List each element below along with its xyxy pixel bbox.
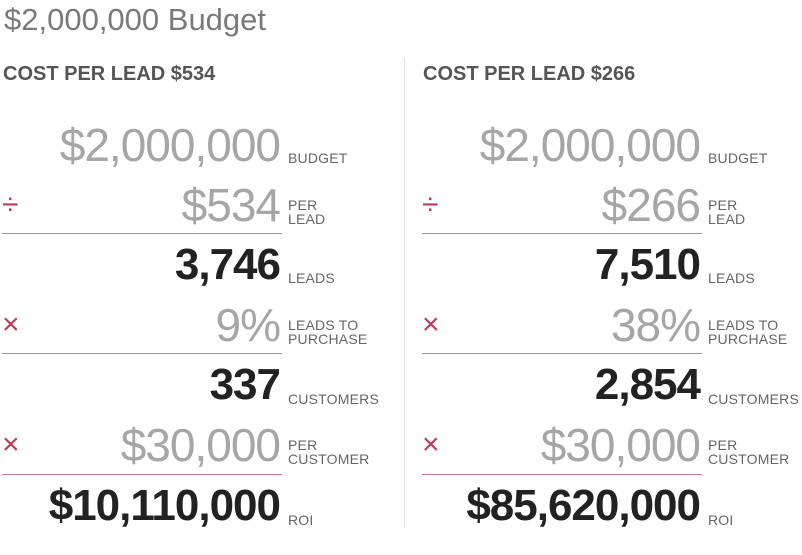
conversion-value: 9%	[215, 299, 281, 351]
multiply-icon: ×	[422, 428, 440, 461]
calc-rule	[422, 474, 702, 475]
calc-rule	[422, 233, 702, 234]
conversion-unit: LEADS TO PURCHASE	[288, 317, 368, 347]
value-per-customer-unit: PER CUSTOMER	[288, 437, 370, 467]
roi-unit: ROI	[288, 512, 314, 528]
leads-value: 7,510	[594, 240, 701, 289]
budget-value: $2,000,000	[479, 119, 701, 171]
value-per-customer-value: $30,000	[540, 419, 701, 471]
calc-rule	[2, 353, 282, 354]
leads-unit: LEADS	[708, 270, 755, 286]
cost-per-lead-value: $534	[181, 179, 281, 231]
multiply-icon: ×	[422, 308, 440, 341]
divide-icon: ÷	[2, 188, 19, 221]
column-heading: COST PER LEAD $534	[3, 63, 216, 85]
calc-rule	[422, 353, 702, 354]
multiply-icon: ×	[2, 308, 20, 341]
budget-unit: BUDGET	[288, 150, 348, 166]
multiply-icon: ×	[2, 428, 20, 461]
cost-per-lead-unit: PER LEAD	[288, 197, 326, 227]
page-title: $2,000,000 Budget	[4, 2, 267, 37]
leads-value: 3,746	[174, 240, 281, 289]
customers-unit: CUSTOMERS	[288, 391, 379, 407]
conversion-value: 38%	[610, 299, 701, 351]
scenario-column-2: COST PER LEAD $266 $2,000,000 BUDGET ÷ $…	[420, 0, 802, 555]
customers-value: 337	[209, 360, 281, 409]
budget-unit: BUDGET	[708, 150, 768, 166]
leads-unit: LEADS	[288, 270, 335, 286]
calc-rule	[2, 474, 282, 475]
value-per-customer-unit: PER CUSTOMER	[708, 437, 790, 467]
calc-rule	[2, 233, 282, 234]
scenario-column-1: COST PER LEAD $534 $2,000,000 BUDGET ÷ $…	[0, 0, 400, 555]
roi-value: $85,620,000	[466, 481, 701, 530]
roi-value: $10,110,000	[48, 481, 281, 530]
divide-icon: ÷	[422, 188, 439, 221]
customers-value: 2,854	[594, 360, 701, 409]
cost-per-lead-unit: PER LEAD	[708, 197, 746, 227]
value-per-customer-value: $30,000	[120, 419, 281, 471]
cost-per-lead-value: $266	[601, 179, 701, 231]
conversion-unit: LEADS TO PURCHASE	[708, 317, 788, 347]
customers-unit: CUSTOMERS	[708, 391, 799, 407]
roi-unit: ROI	[708, 512, 734, 528]
column-heading: COST PER LEAD $266	[423, 63, 636, 85]
column-divider	[404, 58, 405, 528]
budget-value: $2,000,000	[59, 119, 281, 171]
